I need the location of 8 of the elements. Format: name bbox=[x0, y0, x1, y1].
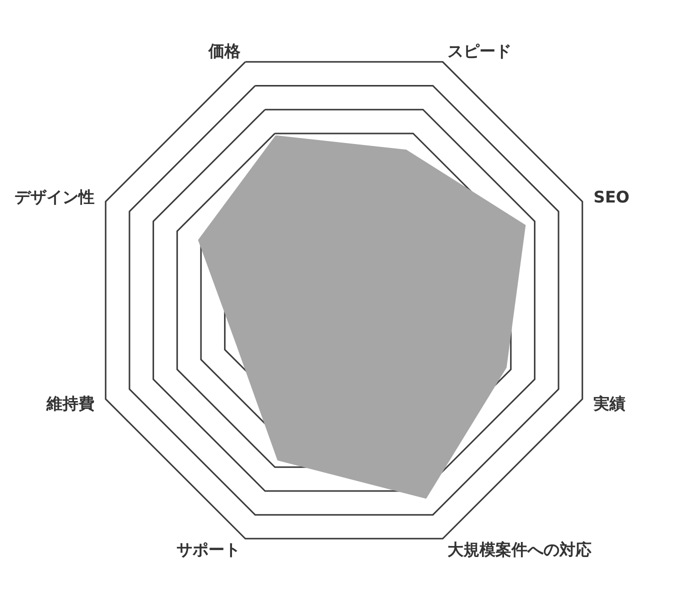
spoke-label: 実績 bbox=[592, 394, 626, 414]
spoke-label: 大規模案件への対応 bbox=[447, 540, 592, 560]
spoke-label: 維持費 bbox=[46, 394, 95, 414]
spoke-label: サポート bbox=[176, 540, 241, 560]
spoke-label: スピード bbox=[447, 41, 512, 60]
spoke-label: 価格 bbox=[208, 41, 242, 60]
spoke-label: デザイン性 bbox=[14, 187, 95, 206]
spoke-label: SEO bbox=[593, 187, 630, 206]
